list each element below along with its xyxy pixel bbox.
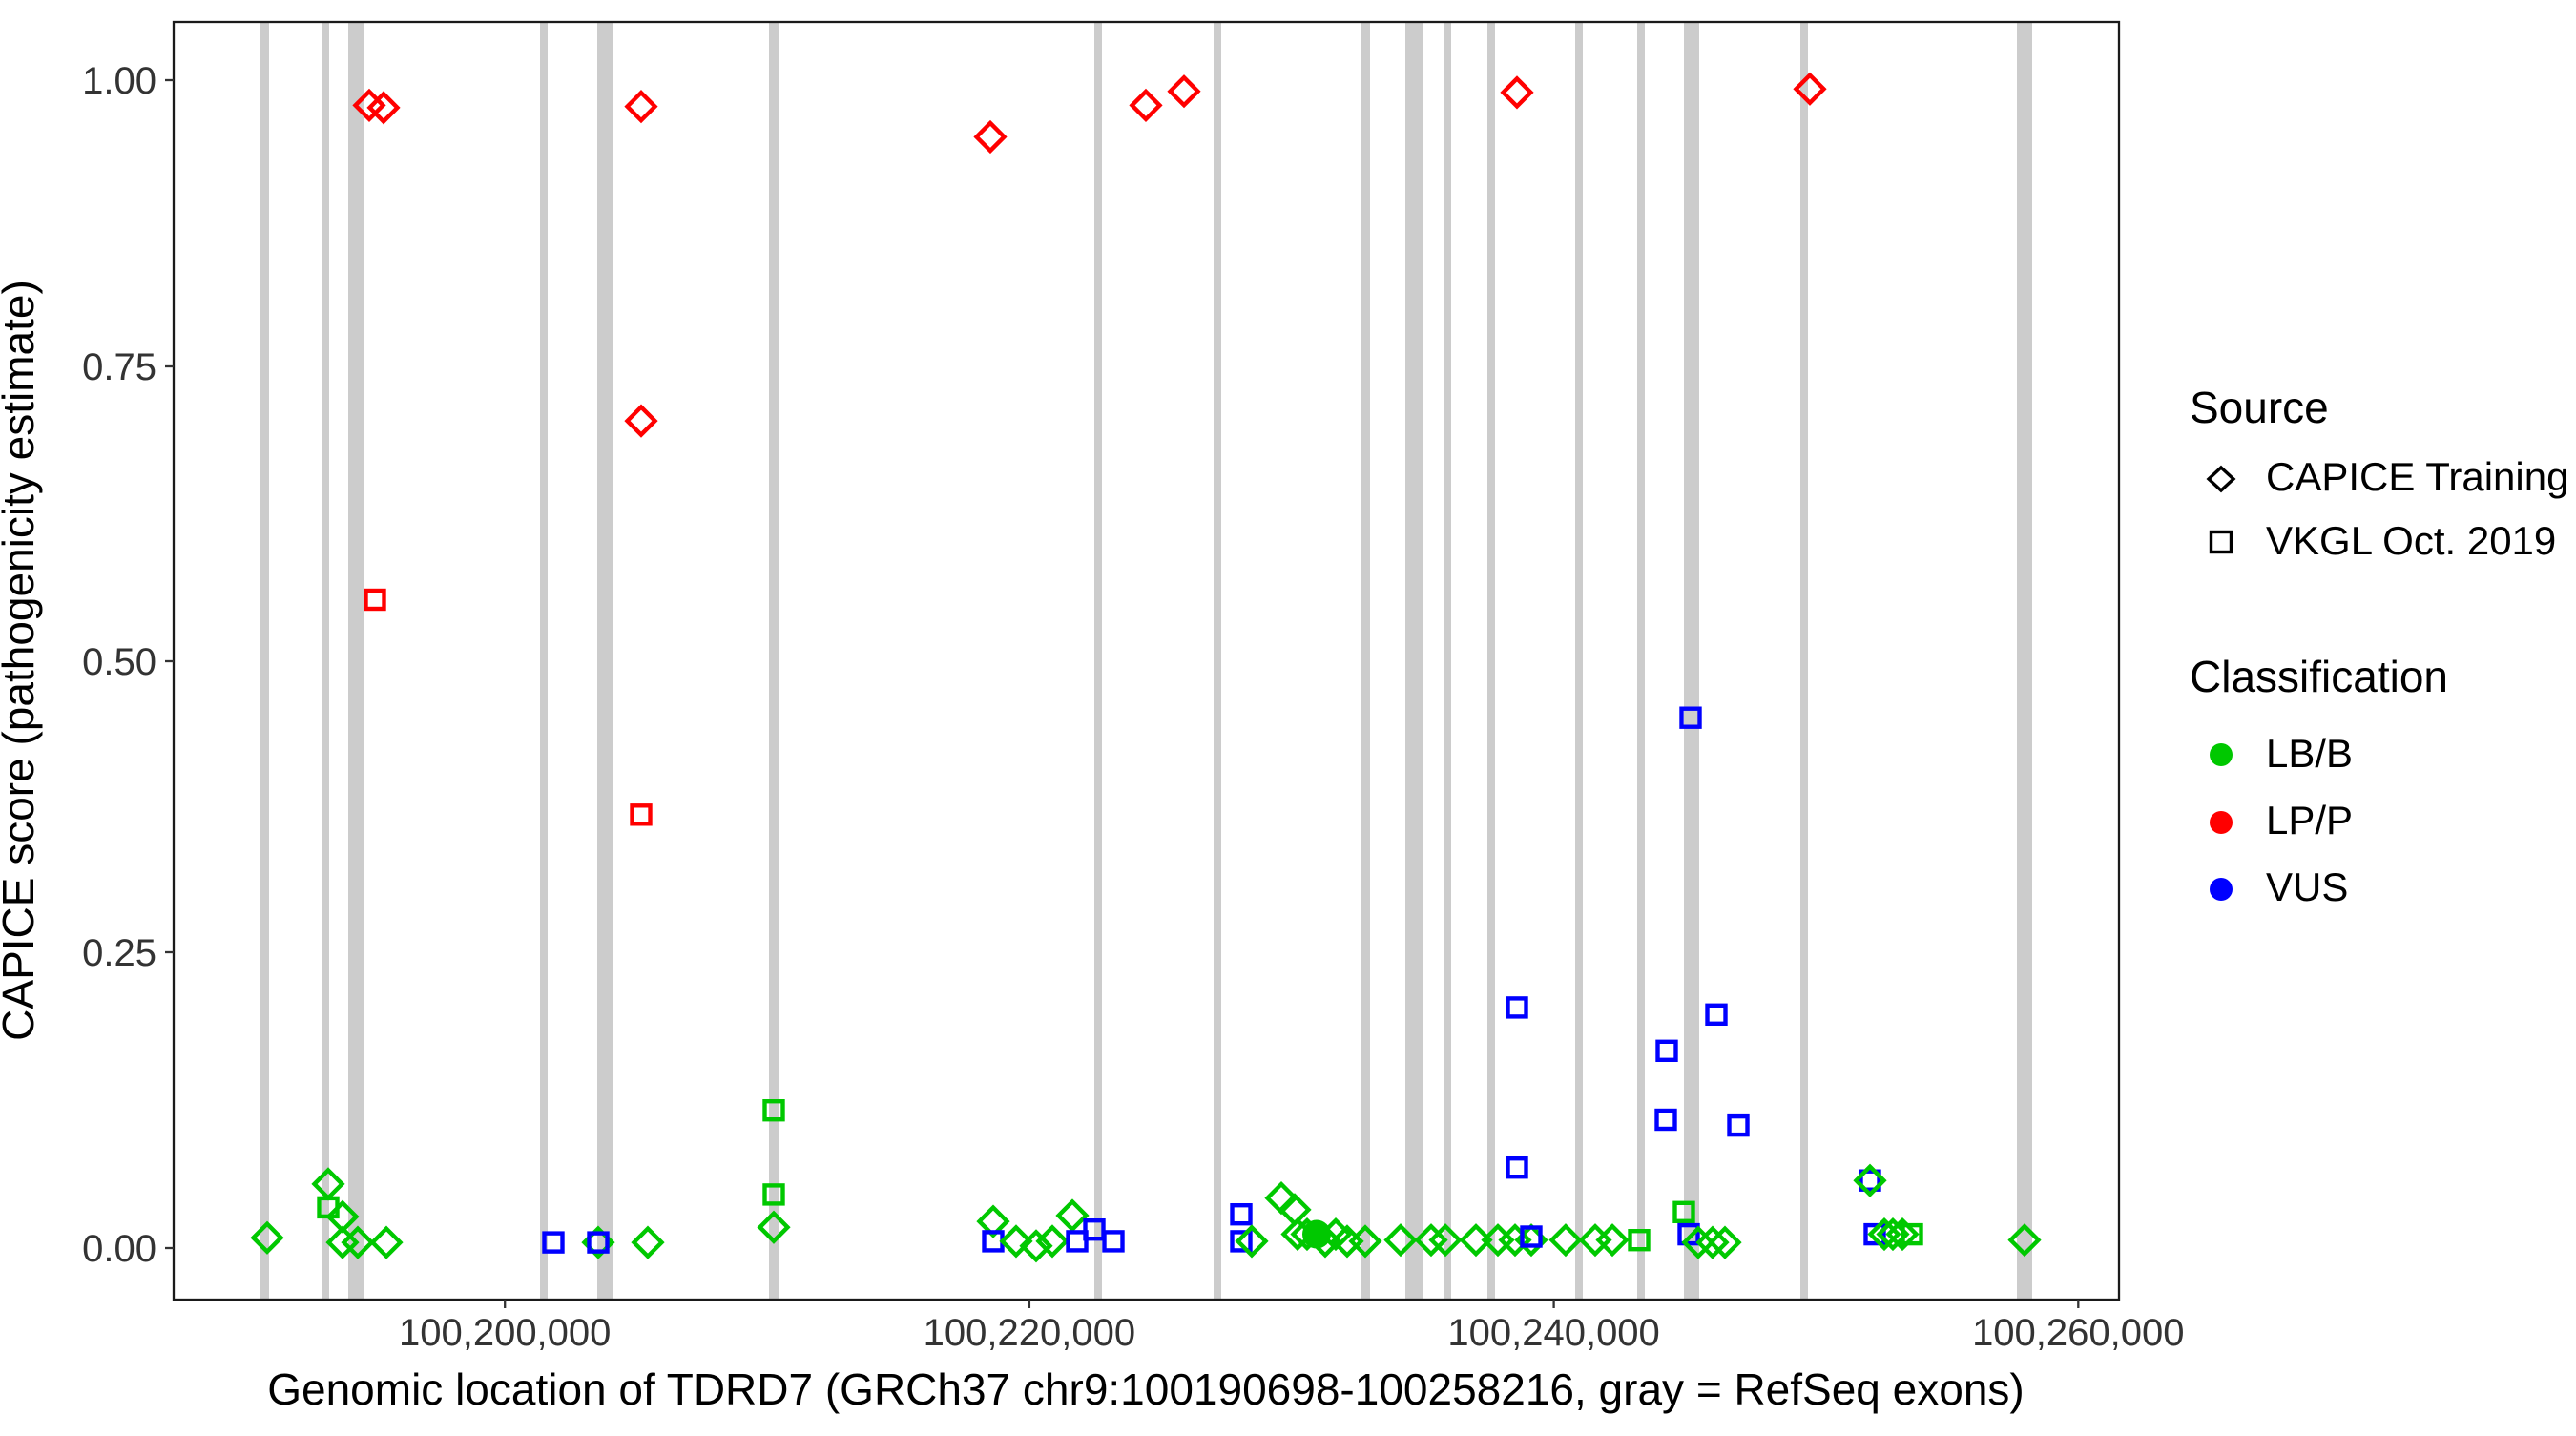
svg-text:1.00: 1.00 [82, 60, 156, 102]
svg-text:CAPICE Training: CAPICE Training [2266, 454, 2568, 499]
svg-text:0.50: 0.50 [82, 641, 156, 683]
svg-text:100,200,000: 100,200,000 [399, 1312, 611, 1354]
svg-text:Genomic location of TDRD7 (GRC: Genomic location of TDRD7 (GRCh37 chr9:1… [267, 1364, 2025, 1414]
svg-text:LB/B: LB/B [2266, 731, 2353, 776]
svg-text:VUS: VUS [2266, 864, 2348, 909]
svg-text:0.25: 0.25 [82, 932, 156, 974]
svg-text:Classification: Classification [2190, 652, 2448, 701]
svg-text:LP/P: LP/P [2266, 798, 2353, 843]
svg-text:100,220,000: 100,220,000 [924, 1312, 1135, 1354]
svg-text:CAPICE score (pathogenicity es: CAPICE score (pathogenicity estimate) [0, 280, 43, 1041]
svg-text:0.00: 0.00 [82, 1228, 156, 1270]
svg-text:VKGL Oct. 2019: VKGL Oct. 2019 [2266, 518, 2556, 563]
svg-text:100,240,000: 100,240,000 [1447, 1312, 1659, 1354]
svg-text:0.75: 0.75 [82, 346, 156, 388]
svg-text:Source: Source [2190, 383, 2329, 432]
svg-text:100,260,000: 100,260,000 [1972, 1312, 2184, 1354]
